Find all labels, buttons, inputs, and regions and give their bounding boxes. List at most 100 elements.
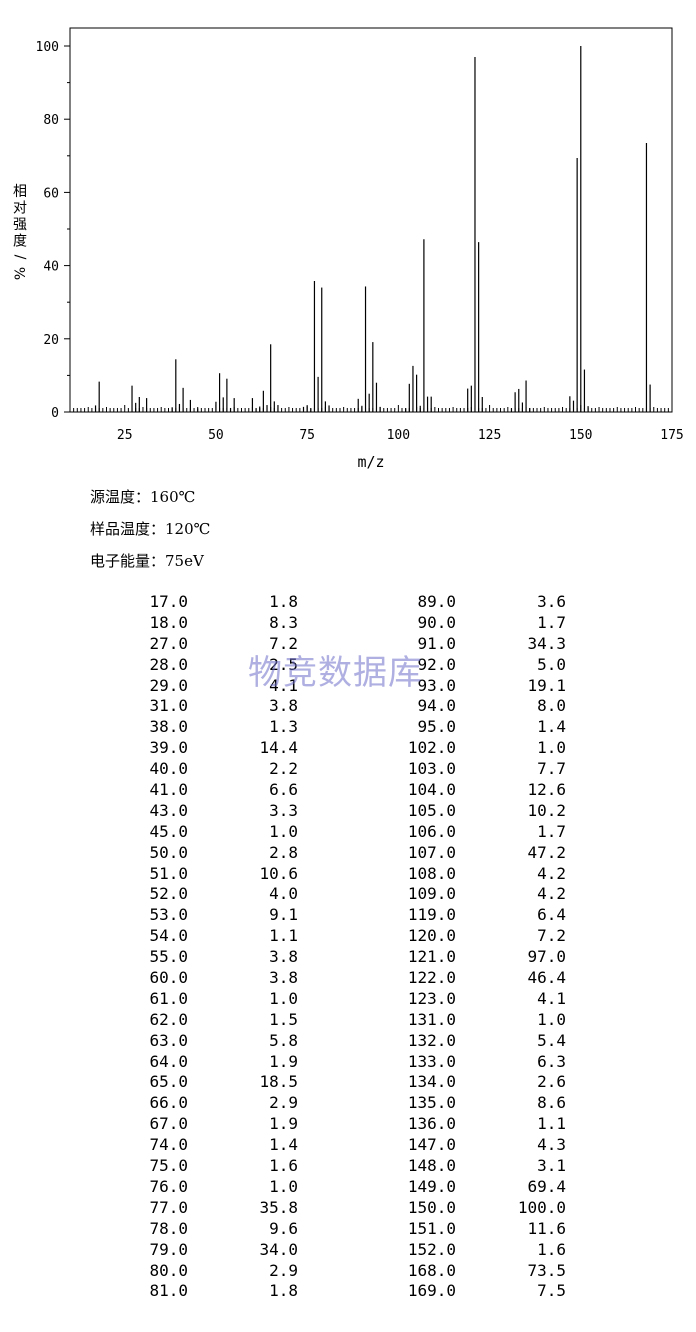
intensity-value: 14.4 bbox=[259, 738, 298, 758]
intensity-value: 1.1 bbox=[537, 1114, 566, 1134]
x-tick-label: 125 bbox=[478, 428, 501, 443]
table-row: 67.0 1.9 bbox=[112, 1114, 298, 1135]
table-row: 61.0 1.0 bbox=[112, 989, 298, 1010]
table-row: 108.0 4.2 bbox=[380, 864, 566, 885]
intensity-value: 34.0 bbox=[259, 1239, 298, 1259]
intensity-value: 1.6 bbox=[269, 1156, 298, 1176]
table-row: 149.0 69.4 bbox=[380, 1177, 566, 1198]
y-tick-label: 0 bbox=[51, 406, 59, 421]
x-tick-label: 75 bbox=[299, 428, 315, 443]
mz-value: 109.0 bbox=[407, 884, 456, 904]
intensity-value: 6.4 bbox=[537, 905, 566, 925]
mz-value: 90.0 bbox=[417, 612, 456, 632]
mz-value: 67.0 bbox=[149, 1114, 188, 1134]
intensity-value: 4.1 bbox=[269, 675, 298, 695]
mz-value: 135.0 bbox=[407, 1093, 456, 1113]
table-row: 41.0 6.6 bbox=[112, 780, 298, 801]
intensity-value: 12.6 bbox=[527, 780, 566, 800]
mz-value: 50.0 bbox=[149, 842, 188, 862]
table-row: 80.0 2.9 bbox=[112, 1261, 298, 1282]
table-row: 43.0 3.3 bbox=[112, 801, 298, 822]
mz-value: 17.0 bbox=[149, 592, 188, 611]
mz-value: 169.0 bbox=[407, 1281, 456, 1301]
table-row: 93.0 19.1 bbox=[380, 676, 566, 697]
intensity-value: 11.6 bbox=[527, 1218, 566, 1238]
y-axis-label-char: 度 bbox=[13, 234, 27, 250]
table-row: 62.0 1.5 bbox=[112, 1010, 298, 1031]
mz-value: 31.0 bbox=[149, 696, 188, 716]
intensity-value: 9.1 bbox=[269, 905, 298, 925]
table-row: 45.0 1.0 bbox=[112, 822, 298, 843]
mz-value: 152.0 bbox=[407, 1239, 456, 1259]
y-axis-label-char: % bbox=[13, 267, 29, 280]
table-row: 103.0 7.7 bbox=[380, 759, 566, 780]
table-row: 150.0 100.0 bbox=[380, 1198, 566, 1219]
mz-value: 18.0 bbox=[149, 612, 188, 632]
intensity-value: 34.3 bbox=[527, 633, 566, 653]
mz-value: 95.0 bbox=[417, 717, 456, 737]
intensity-value: 10.2 bbox=[527, 800, 566, 820]
table-row: 102.0 1.0 bbox=[380, 738, 566, 759]
intensity-value: 2.6 bbox=[537, 1072, 566, 1092]
intensity-value: 5.4 bbox=[537, 1030, 566, 1050]
mz-value: 51.0 bbox=[149, 863, 188, 883]
mz-value: 168.0 bbox=[407, 1260, 456, 1280]
y-tick-label: 60 bbox=[43, 186, 59, 201]
intensity-value: 1.5 bbox=[269, 1009, 298, 1029]
table-row: 60.0 3.8 bbox=[112, 968, 298, 989]
mz-value: 134.0 bbox=[407, 1072, 456, 1092]
table-row: 77.0 35.8 bbox=[112, 1198, 298, 1219]
mz-value: 121.0 bbox=[407, 947, 456, 967]
y-axis-label-char: / bbox=[13, 254, 29, 259]
intensity-value: 100.0 bbox=[517, 1197, 566, 1217]
mz-value: 45.0 bbox=[149, 821, 188, 841]
mz-value: 62.0 bbox=[149, 1009, 188, 1029]
table-row: 52.0 4.0 bbox=[112, 884, 298, 905]
intensity-value: 3.1 bbox=[537, 1156, 566, 1176]
table-row: 90.0 1.7 bbox=[380, 613, 566, 634]
intensity-value: 3.8 bbox=[269, 968, 298, 988]
intensity-value: 2.5 bbox=[269, 654, 298, 674]
mz-value: 104.0 bbox=[407, 780, 456, 800]
mz-value: 66.0 bbox=[149, 1093, 188, 1113]
y-tick-label: 80 bbox=[43, 113, 59, 128]
mz-value: 39.0 bbox=[149, 738, 188, 758]
mz-value: 102.0 bbox=[407, 738, 456, 758]
intensity-value: 1.7 bbox=[537, 821, 566, 841]
x-tick-label: 100 bbox=[387, 428, 410, 443]
intensity-value: 47.2 bbox=[527, 842, 566, 862]
mz-value: 54.0 bbox=[149, 926, 188, 946]
table-row: 79.0 34.0 bbox=[112, 1240, 298, 1261]
x-axis-label: m/z bbox=[357, 453, 384, 471]
mz-value: 55.0 bbox=[149, 947, 188, 967]
intensity-value: 4.1 bbox=[537, 988, 566, 1008]
intensity-value: 1.9 bbox=[269, 1114, 298, 1134]
intensity-value: 7.2 bbox=[269, 633, 298, 653]
intensity-value: 1.8 bbox=[269, 592, 298, 611]
intensity-value: 4.2 bbox=[537, 884, 566, 904]
intensity-value: 4.2 bbox=[537, 863, 566, 883]
intensity-value: 9.6 bbox=[269, 1218, 298, 1238]
table-row: 81.0 1.8 bbox=[112, 1281, 298, 1302]
y-axis-label-char: 强 bbox=[13, 217, 27, 233]
table-row: 168.0 73.5 bbox=[380, 1261, 566, 1282]
mz-value: 148.0 bbox=[407, 1156, 456, 1176]
y-axis-label-char: 对 bbox=[13, 201, 27, 217]
table-row: 104.0 12.6 bbox=[380, 780, 566, 801]
mz-value: 60.0 bbox=[149, 968, 188, 988]
intensity-value: 1.6 bbox=[537, 1239, 566, 1259]
table-row: 38.0 1.3 bbox=[112, 717, 298, 738]
table-row: 53.0 9.1 bbox=[112, 905, 298, 926]
table-row: 29.0 4.1 bbox=[112, 676, 298, 697]
mz-value: 105.0 bbox=[407, 800, 456, 820]
mz-value: 61.0 bbox=[149, 988, 188, 1008]
mz-value: 89.0 bbox=[417, 592, 456, 611]
table-row: 135.0 8.6 bbox=[380, 1093, 566, 1114]
table-row: 169.0 7.5 bbox=[380, 1281, 566, 1302]
table-row: 123.0 4.1 bbox=[380, 989, 566, 1010]
y-tick-label: 100 bbox=[36, 40, 59, 55]
intensity-value: 1.9 bbox=[269, 1051, 298, 1071]
intensity-value: 7.5 bbox=[537, 1281, 566, 1301]
table-row: 63.0 5.8 bbox=[112, 1031, 298, 1052]
